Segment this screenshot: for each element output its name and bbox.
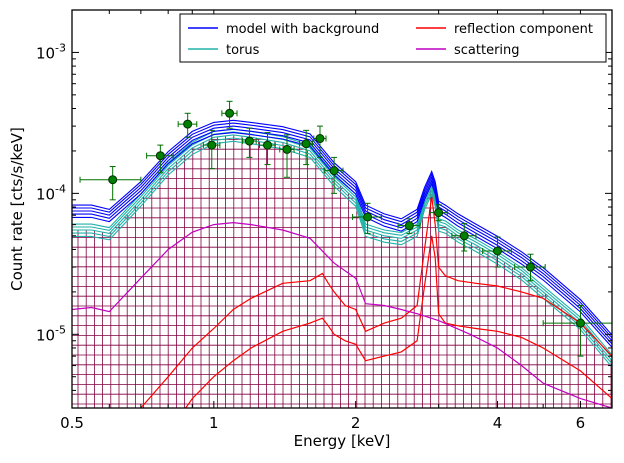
data-point — [459, 231, 469, 241]
legend-box — [179, 13, 607, 63]
data-point — [404, 221, 414, 231]
y-tick-label: 10-4 — [36, 182, 66, 203]
data-point — [225, 108, 235, 118]
data-point — [183, 119, 193, 129]
data-point — [575, 318, 585, 328]
data-point — [263, 140, 273, 150]
data-point — [282, 144, 292, 154]
series-model-band — [72, 119, 612, 348]
series-model-band-line — [72, 122, 612, 339]
data-point — [525, 262, 535, 272]
legend-label: torus — [226, 43, 260, 58]
legend-label: reflection component — [454, 22, 593, 37]
series-torus-band-line — [72, 140, 612, 368]
x-axis-label: Energy [keV] — [294, 432, 391, 450]
legend-label: scattering — [454, 43, 520, 58]
y-axis-label: Count rate [cts/s/keV] — [8, 127, 26, 291]
series-scattering-line — [72, 221, 612, 408]
series-model-band-line — [72, 125, 612, 342]
x-tick-label: 6 — [576, 414, 586, 432]
series-reflection-lower-line — [184, 235, 612, 408]
legend-label: model with background — [226, 22, 379, 37]
axes: 0.5 1 2 4 6 10-5 10-4 10-3 — [36, 9, 613, 432]
series-model-band-line — [72, 128, 612, 345]
series-torus-band-line — [72, 131, 612, 359]
data-point — [434, 208, 444, 218]
series-torus-band-line — [72, 128, 612, 356]
data-point — [492, 246, 502, 256]
y-tick-label: 10-5 — [36, 323, 66, 344]
x-tick-label: 4 — [493, 414, 503, 432]
y-tick-label: 10-3 — [36, 41, 66, 62]
data-points — [79, 100, 612, 357]
data-point — [244, 136, 254, 146]
data-point — [329, 166, 339, 176]
series-reflection-line — [140, 196, 612, 408]
data-point — [155, 151, 165, 161]
data-point — [363, 212, 373, 222]
series-model-band-line — [72, 132, 612, 348]
x-tick-label: 2 — [351, 414, 361, 432]
x-tick-label: 1 — [209, 414, 219, 432]
data-point — [315, 134, 325, 144]
plot-frame — [71, 9, 613, 409]
data-point — [207, 140, 217, 150]
legend: model with background reflection componen… — [179, 13, 607, 63]
x-tick-label: 0.5 — [60, 414, 84, 432]
data-point — [108, 175, 118, 185]
data-point — [301, 139, 311, 149]
series-model-band-line — [72, 119, 612, 336]
